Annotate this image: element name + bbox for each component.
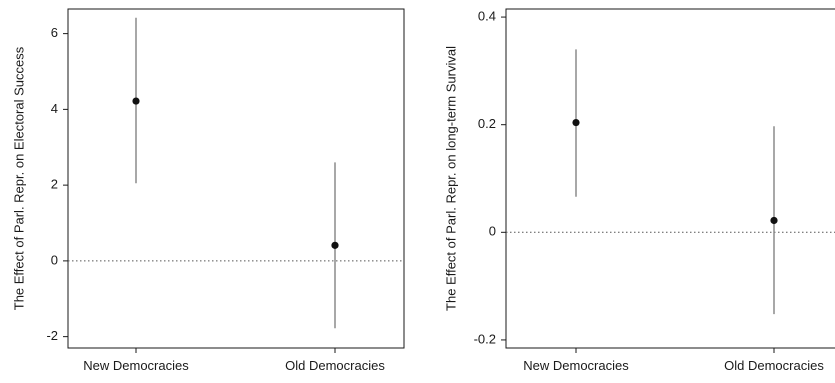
point-estimate [770,216,778,225]
point-estimate [331,241,339,249]
y-tick-label: 0 [489,224,496,239]
plot-frame [505,8,835,349]
y-tick-label: 4 [51,101,58,116]
point-estimate [572,118,580,127]
point-estimate [132,97,140,105]
x-tick-label: New Democracies [523,358,629,373]
plot-frame [67,8,405,349]
y-tick-label: 2 [51,177,58,192]
y-axis-label: The Effect of Parl. Repr. on Electoral S… [11,46,26,310]
x-tick-label: Old Democracies [285,358,385,373]
y-tick-label: -2 [46,328,58,343]
y-tick-label: -0.2 [474,331,496,346]
y-tick-label: 6 [51,25,58,40]
y-tick-label: 0.2 [478,116,496,131]
panel-long-term-survival: The Effect of Parl. Repr. on long-term S… [443,8,835,373]
y-tick-label: 0 [51,252,58,267]
x-tick-label: Old Democracies [724,358,824,373]
x-tick-label: New Democracies [83,358,189,373]
y-tick-label: 0.4 [478,9,496,24]
panel-electoral-success: The Effect of Parl. Repr. on Electoral S… [11,8,405,373]
y-axis-label: The Effect of Parl. Repr. on long-term S… [443,46,458,311]
